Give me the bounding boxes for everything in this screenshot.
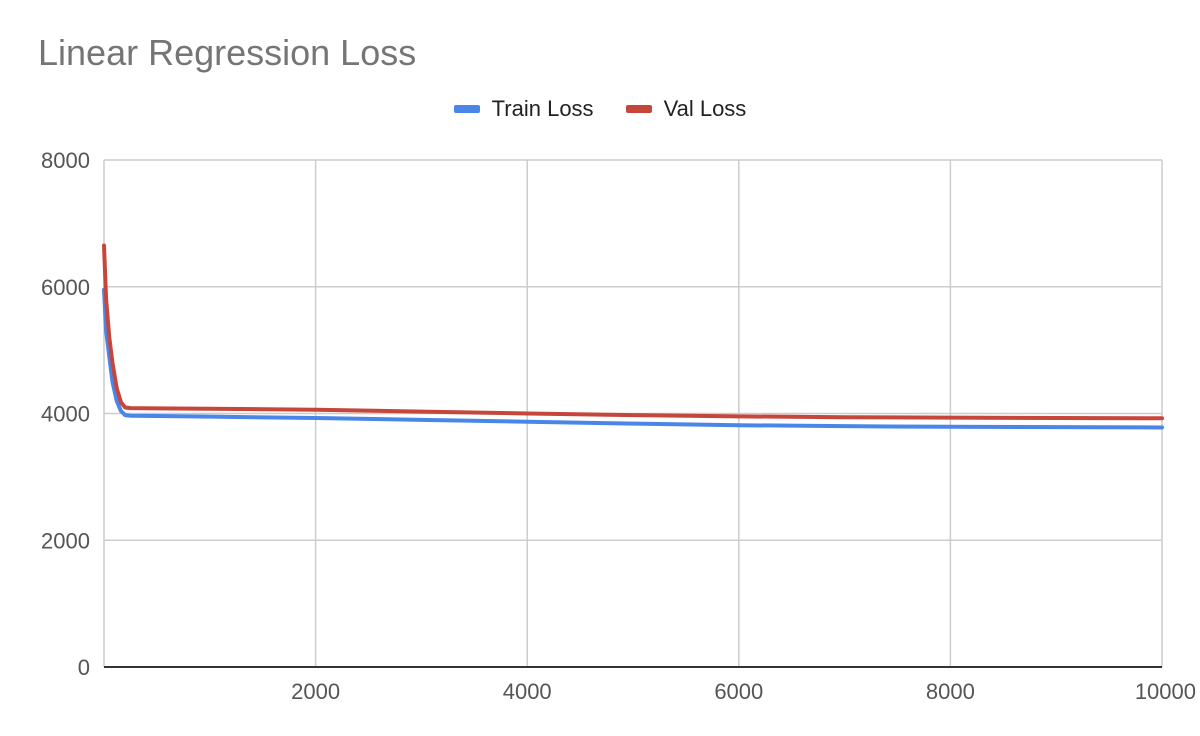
legend-swatch-val-loss [625, 105, 652, 113]
y-tick-label-0: 0 [78, 655, 90, 680]
legend-swatch-train-loss [453, 105, 480, 113]
x-tick-label-8000: 8000 [926, 679, 975, 704]
chart-title: Linear Regression Loss [38, 32, 417, 73]
x-tick-label-6000: 6000 [714, 679, 763, 704]
series-line-train-loss [102, 287, 1164, 430]
y-tick-label-8000: 8000 [41, 148, 90, 173]
legend-label-train-loss: Train Loss [491, 96, 594, 121]
y-tick-label-4000: 4000 [41, 402, 90, 427]
series-line-val-loss [102, 243, 1164, 421]
x-tick-label-10000: 10000 [1135, 679, 1196, 704]
legend: Train Loss Val Loss [0, 96, 1200, 122]
legend-item-val-loss[interactable]: Val Loss [625, 96, 747, 122]
legend-item-train-loss[interactable]: Train Loss [453, 96, 594, 122]
y-tick-label-2000: 2000 [41, 528, 90, 553]
series-layer [102, 243, 1164, 430]
y-tick-label-6000: 6000 [41, 275, 90, 300]
axis-layer: 0 2000 4000 6000 8000 2000 4000 6000 8000 10000 [41, 148, 1196, 704]
legend-label-val-loss: Val Loss [663, 96, 747, 121]
x-tick-label-4000: 4000 [503, 679, 552, 704]
x-tick-label-2000: 2000 [291, 679, 340, 704]
